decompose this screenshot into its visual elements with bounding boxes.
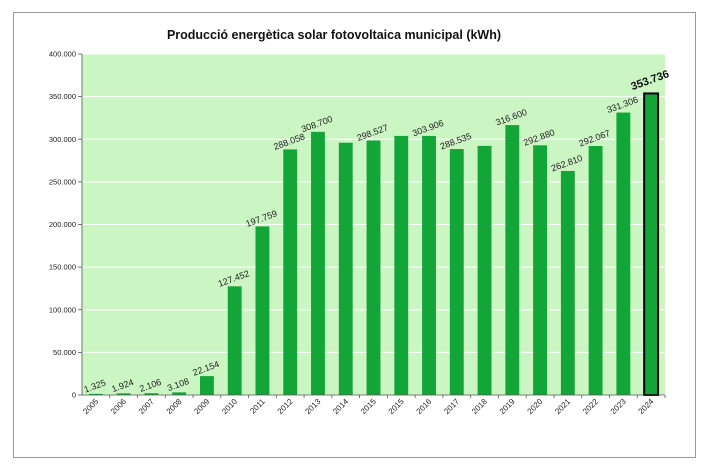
bar (616, 112, 631, 395)
x-tick-label: 2017 (442, 397, 461, 416)
bar (227, 286, 242, 395)
x-tick-label: 2019 (498, 397, 517, 416)
x-tick-label: 2014 (331, 397, 350, 416)
x-tick-label: 2016 (414, 397, 433, 416)
bar (560, 170, 575, 395)
y-tick-label: 0 (72, 391, 76, 400)
y-axis: 0 50.000 100.000 150.000 200.000 250.000 300.0… (49, 50, 83, 400)
chart-title: Producció energètica solar fotovoltaica … (167, 28, 501, 42)
x-tick-label: 2007 (137, 397, 156, 416)
bar (144, 393, 159, 395)
x-tick-label: 2012 (276, 397, 295, 416)
x-axis: 2005 2006 2007 2008 2009 2010 2011 2012 2013 2014… (81, 394, 666, 416)
x-tick-label: 2011 (248, 397, 267, 416)
bar (366, 140, 381, 395)
bar (533, 145, 548, 395)
bars (88, 92, 660, 396)
bar (422, 135, 436, 395)
x-tick-label: 2020 (526, 397, 545, 416)
y-tick-label: 50.000 (53, 348, 76, 357)
bar (199, 376, 214, 395)
x-tick-label: 2008 (165, 397, 184, 416)
x-tick-label: 2022 (581, 397, 600, 416)
y-tick-label: 100.000 (49, 305, 76, 314)
x-tick-label: 2005 (81, 397, 100, 416)
bar (477, 145, 492, 395)
x-tick-label: 2015 (387, 397, 406, 416)
bar (116, 393, 131, 395)
x-tick-label: 2013 (303, 397, 322, 416)
bar (283, 149, 298, 395)
x-tick-label: 2015 (359, 397, 378, 416)
x-tick-label: 2018 (470, 397, 489, 416)
bar (449, 149, 464, 395)
bar (311, 131, 325, 395)
x-tick-label: 2009 (192, 397, 211, 416)
bar (255, 226, 270, 395)
bar (505, 125, 520, 395)
y-tick-label: 250.000 (49, 177, 76, 186)
bar (338, 142, 353, 395)
x-tick-label: 2021 (553, 397, 572, 416)
y-tick-label: 300.000 (49, 135, 76, 144)
bar (588, 146, 603, 395)
bar (643, 92, 660, 396)
bar (394, 135, 409, 395)
x-tick-label: 2024 (637, 397, 656, 416)
bar (88, 393, 103, 395)
x-tick-label: 2023 (609, 397, 628, 416)
x-tick-label: 2010 (220, 397, 239, 416)
x-tick-label: 2006 (109, 397, 128, 416)
bar (172, 392, 187, 395)
y-tick-label: 150.000 (49, 263, 76, 272)
y-tick-label: 350.000 (49, 92, 76, 101)
y-tick-label: 400.000 (49, 50, 76, 59)
y-tick-label: 200.000 (49, 220, 76, 229)
